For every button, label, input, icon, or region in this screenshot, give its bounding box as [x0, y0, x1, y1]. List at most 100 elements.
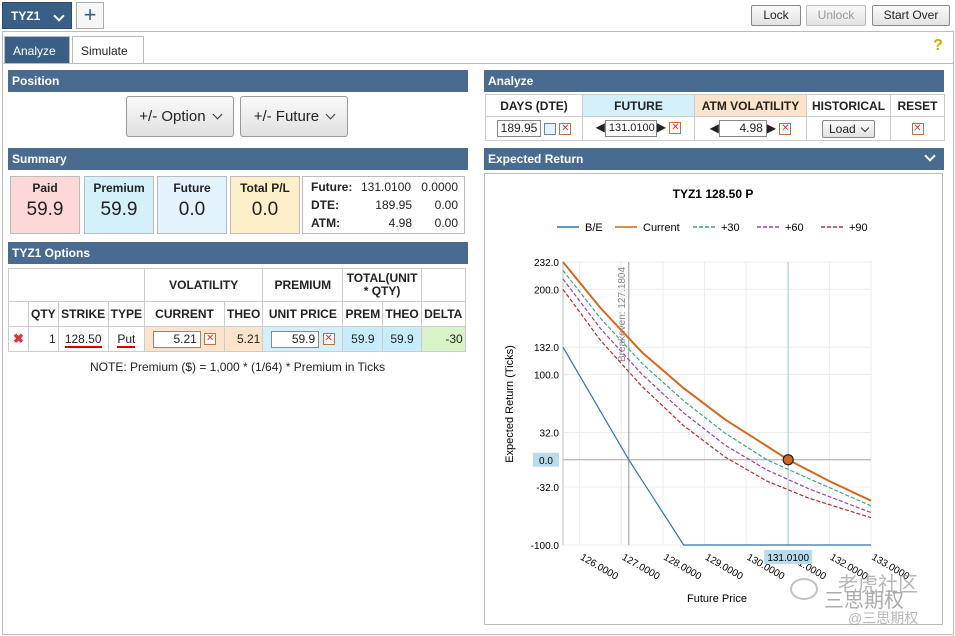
- future-button-label: +/- Future: [253, 108, 320, 125]
- decrement-icon[interactable]: ◀: [595, 120, 605, 134]
- dte-row-label: DTE:: [311, 198, 339, 212]
- reset-icon[interactable]: ✕: [911, 123, 924, 136]
- symbol-tab[interactable]: TYZ1: [2, 2, 72, 29]
- clear-icon[interactable]: ✕: [322, 333, 335, 346]
- volatility-group-header: VOLATILITY: [144, 268, 264, 302]
- tab-simulate[interactable]: Simulate: [72, 36, 144, 64]
- atm-row-label: ATM:: [311, 216, 341, 230]
- current-future-label: 131.0100: [767, 553, 809, 564]
- total-pl-label: Total P/L: [240, 181, 290, 195]
- watermark-line1: 老虎社区: [838, 574, 918, 596]
- unlock-button[interactable]: Unlock: [806, 5, 866, 26]
- blank-cell: [8, 268, 29, 302]
- chart-title: TYZ1 128.50 P: [673, 187, 754, 201]
- load-button[interactable]: Load: [821, 119, 876, 138]
- legend-label: +30: [721, 222, 740, 234]
- chevron-down-icon[interactable]: [53, 10, 65, 22]
- future-label: Future: [173, 181, 211, 195]
- delete-row-icon[interactable]: ✖: [8, 326, 29, 352]
- total-pl-value: 0.0: [251, 199, 279, 220]
- blank-cell: [28, 268, 59, 302]
- increment-icon[interactable]: ▶: [766, 121, 777, 135]
- col-strike: STRIKE: [57, 301, 109, 327]
- y-tick-label: 232.0: [534, 258, 559, 269]
- add-symbol-button[interactable]: +: [76, 2, 104, 29]
- watermark-line2: 三思期权: [824, 590, 904, 612]
- paid-value: 59.9: [26, 199, 64, 220]
- clear-icon[interactable]: ✕: [204, 333, 217, 346]
- col-theo-total: THEO: [382, 301, 422, 327]
- premium-value: 59.9: [100, 199, 138, 220]
- clear-icon[interactable]: ✕: [779, 122, 792, 135]
- clear-icon[interactable]: ✕: [669, 121, 682, 134]
- dte-row-value: 189.95: [375, 198, 412, 212]
- breakeven-label: Breakeven: 127.1804: [617, 266, 628, 362]
- watermark: 老虎社区 三思期权 @三思期权: [788, 568, 948, 628]
- option-button-label: +/- Option: [139, 108, 206, 125]
- dte-row-change: 0.00: [434, 198, 458, 212]
- y-tick-label: 200.0: [534, 285, 559, 296]
- atm-input[interactable]: 4.98: [718, 120, 767, 137]
- row-theo: 5.21: [224, 326, 264, 352]
- legend-label: +90: [849, 222, 868, 234]
- future-button[interactable]: +/- Future: [240, 96, 348, 137]
- increment-icon[interactable]: ▶: [656, 120, 667, 134]
- expected-return-chart: TYZ1 128.50 P B/E Current +30 +60 +90 232.0 200…: [504, 187, 912, 605]
- y-tick-label: -100.0: [531, 541, 560, 552]
- legend-label: +60: [785, 222, 804, 234]
- market-summary: Future: 131.0100 0.0000 DTE: 189.95 0.00…: [302, 176, 465, 234]
- row-strike[interactable]: 128.50: [64, 332, 102, 348]
- paid-box: Paid 59.9: [10, 176, 80, 234]
- future-input[interactable]: 131.0100: [604, 120, 657, 137]
- days-cell: 189.95 ✕: [485, 116, 583, 141]
- row-delta: -30: [420, 326, 466, 352]
- symbol-label: TYZ1: [11, 9, 41, 23]
- total-pl-box: Total P/L 0.0: [230, 176, 300, 234]
- days-input[interactable]: 189.95: [496, 120, 541, 137]
- row-strike-cell: 128.50: [57, 326, 109, 352]
- premium-box: Premium 59.9: [84, 176, 154, 234]
- chevron-down-icon: [860, 123, 870, 132]
- x-tick-label: 129.0000: [703, 552, 745, 583]
- current-vol-input[interactable]: 5.21: [152, 330, 201, 348]
- plot-area: [562, 261, 872, 546]
- position-header: Position: [8, 70, 468, 92]
- row-type[interactable]: Put: [117, 332, 136, 348]
- tab-divider: [2, 63, 953, 64]
- col-prem: PREM: [342, 301, 384, 327]
- clear-icon[interactable]: ✕: [559, 122, 572, 135]
- analyze-header: Analyze: [484, 70, 944, 92]
- series-line: [562, 270, 872, 507]
- decrement-icon[interactable]: ◀: [709, 121, 719, 135]
- zero-label-chip: [533, 452, 559, 467]
- option-button[interactable]: +/- Option: [126, 96, 234, 137]
- calendar-icon[interactable]: [544, 122, 556, 135]
- blank-cell: [420, 268, 466, 302]
- start-over-button[interactable]: Start Over: [872, 5, 950, 26]
- table-row: ✖ 1 128.50 Put 5.21 ✕ 5.21 59.9 ✕ 59.9 5…: [8, 326, 466, 352]
- tab-analyze[interactable]: Analyze: [4, 36, 70, 64]
- current-marker: [782, 454, 794, 466]
- unit-price-input[interactable]: 59.9: [271, 330, 320, 348]
- x-axis-label: Future Price: [687, 593, 747, 605]
- lock-button[interactable]: Lock: [751, 5, 801, 26]
- chevron-down-icon: [212, 109, 223, 120]
- series-line: [562, 261, 872, 502]
- y-tick-label: 32.0: [540, 428, 560, 439]
- col-type: TYPE: [107, 301, 146, 327]
- analyze-table: DAYS (DTE) FUTURE ATM VOLATILITY HISTORI…: [485, 94, 945, 141]
- y-axis-label: Expected Return (Ticks): [504, 345, 516, 463]
- atm-cell: ◀ 4.98 ▶ ✕: [694, 116, 807, 141]
- row-theo-total: 59.9: [382, 326, 422, 352]
- premium-note: NOTE: Premium ($) = 1,000 * (1/64) * Pre…: [90, 360, 386, 374]
- blank-cell: [108, 268, 146, 302]
- collapse-icon[interactable]: [924, 150, 936, 162]
- premium-group-header: PREMIUM: [262, 268, 344, 302]
- premium-label: Premium: [93, 181, 145, 195]
- col-qty: QTY: [28, 301, 59, 327]
- blank-cell: [58, 268, 109, 302]
- help-icon[interactable]: ?: [933, 37, 943, 54]
- zero-label: 0.0: [539, 456, 553, 467]
- reset-cell: ✕: [890, 116, 945, 141]
- paid-label: Paid: [32, 181, 58, 195]
